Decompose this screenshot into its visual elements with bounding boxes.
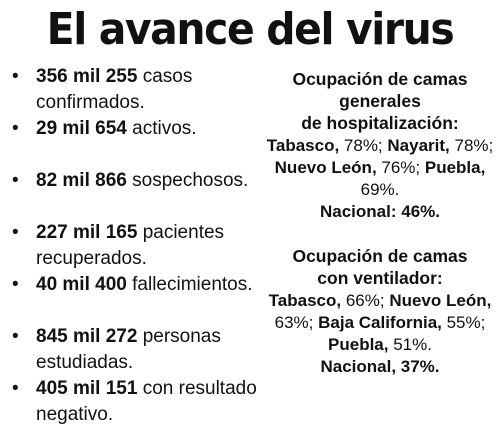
occupancy-general-block: Ocupación de camas generales de hospital…: [262, 68, 498, 223]
state-name: Nuevo León,: [274, 158, 377, 177]
list-item: • 82 mil 866 sospechosos.: [8, 168, 270, 220]
state-name: Puebla,: [328, 335, 389, 354]
stats-list: • 356 mil 255 casos confirmados. • 29 mi…: [8, 64, 270, 428]
national-general: Nacional: 46%.: [320, 202, 440, 221]
occupancy-column: Ocupación de camas generales de hospital…: [262, 68, 498, 378]
state-pct: 55%;: [441, 313, 486, 332]
bullet-icon: •: [12, 66, 19, 87]
stat-text: fallecimientos.: [132, 274, 253, 295]
state-pct: 78%;: [339, 136, 388, 155]
stat-value: 845 mil 272: [36, 326, 138, 347]
bullet-icon: •: [12, 222, 19, 243]
headline: El avance del virus: [46, 4, 455, 55]
list-item: • 40 mil 400 fallecimientos.: [8, 272, 270, 324]
title-line: generales: [339, 91, 421, 111]
state-name: Baja California,: [318, 313, 442, 332]
bullet-icon: •: [12, 274, 19, 295]
title-line: Ocupación de camas: [292, 246, 468, 266]
bullet-icon: •: [12, 118, 19, 139]
stat-value: 29 mil 654: [36, 118, 127, 139]
stat-value: 40 mil 400: [36, 274, 127, 295]
stat-text: pacientes recuperados.: [36, 222, 225, 269]
stat-value: 227 mil 165: [36, 222, 138, 243]
list-item: • 845 mil 272 personas estudiadas.: [8, 324, 270, 376]
bullet-icon: •: [12, 378, 19, 399]
stat-value: 356 mil 255: [36, 66, 138, 87]
stat-value: 405 mil 151: [36, 378, 138, 399]
state-pct: 66%;: [341, 291, 390, 310]
title-line: Ocupación de camas: [292, 69, 468, 89]
bullet-icon: •: [12, 326, 19, 347]
stat-text: casos confirmados.: [36, 66, 193, 113]
stat-text: personas estudiadas.: [36, 326, 221, 373]
state-pct: 69%.: [360, 180, 400, 199]
title-line: de hospitalización:: [301, 113, 459, 133]
state-name: Tabasco,: [266, 136, 340, 155]
occupancy-ventilator-block: Ocupación de camas con ventilador: Tabas…: [262, 245, 498, 378]
stat-text: sospechosos.: [132, 170, 249, 191]
stat-text: activos.: [132, 118, 197, 139]
list-item: • 405 mil 151 con resultado negativo.: [8, 376, 270, 428]
occupancy-ventilator-title: Ocupación de camas con ventilador:: [262, 245, 498, 289]
state-name: Puebla,: [424, 158, 486, 177]
stat-value: 82 mil 866: [36, 170, 127, 191]
state-name: Nuevo León,: [389, 291, 492, 310]
national-ventilator: Nacional, 37%.: [320, 357, 440, 376]
state-name: Tabasco,: [268, 291, 342, 310]
state-name: Nayarit,: [387, 136, 450, 155]
list-item: • 356 mil 255 casos confirmados.: [8, 64, 270, 116]
state-pct: 78%;: [449, 136, 494, 155]
state-pct: 51%.: [388, 335, 432, 354]
bullet-icon: •: [12, 170, 19, 191]
list-item: • 29 mil 654 activos.: [8, 116, 270, 168]
state-pct: 76%;: [376, 158, 425, 177]
occupancy-general-title: Ocupación de camas generales de hospital…: [262, 68, 498, 134]
state-pct: 63%;: [274, 313, 319, 332]
list-item: • 227 mil 165 pacientes recuperados.: [8, 220, 270, 272]
title-line: con ventilador:: [317, 268, 443, 288]
